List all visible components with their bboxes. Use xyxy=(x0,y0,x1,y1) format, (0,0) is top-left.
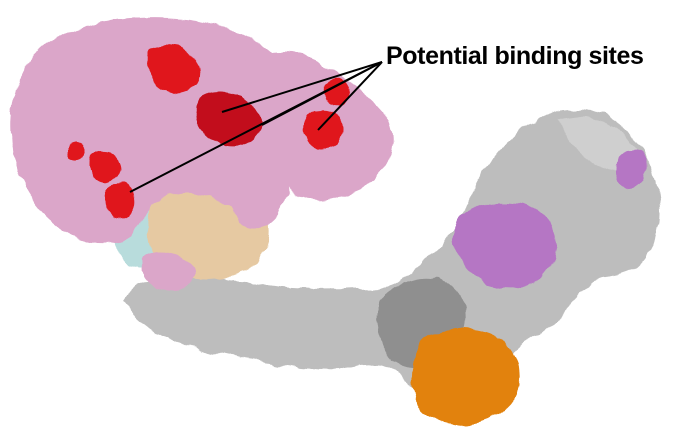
orange-domain xyxy=(411,328,521,425)
callout-line-4 xyxy=(129,61,383,193)
red-binding-sites xyxy=(69,44,350,219)
callout-lines xyxy=(129,61,383,193)
callout-line-1 xyxy=(221,61,383,113)
callout-line-3 xyxy=(317,61,383,131)
annotation-label: Potential binding sites xyxy=(386,42,644,70)
purple-surface-patches xyxy=(453,150,648,289)
